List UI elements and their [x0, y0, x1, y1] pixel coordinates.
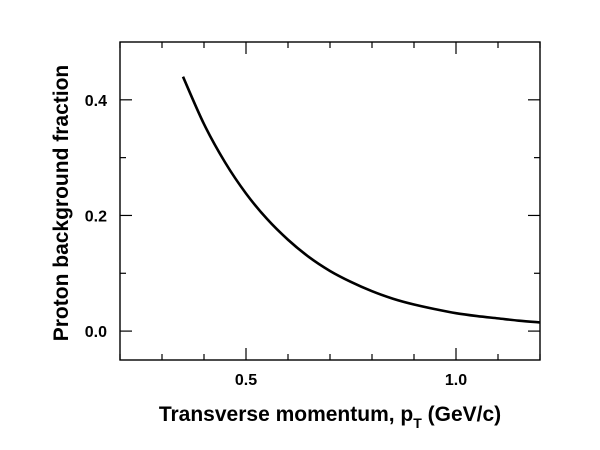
x-axis-title: Transverse momentum, pT (GeV/c) — [159, 403, 501, 431]
ticks — [119, 42, 541, 360]
y-axis-title: Proton background fraction — [50, 65, 73, 342]
tick-labels: 0.5 1.0 0.0 0.2 0.4 — [85, 93, 467, 389]
plot-frame — [119, 41, 541, 361]
x-tick-label: 0.5 — [235, 372, 257, 389]
x-tick-label: 1.0 — [445, 372, 467, 389]
x-axis-title-sub: T — [413, 415, 422, 431]
x-axis-title-unit: (GeV/c) — [422, 403, 501, 426]
y-tick-label: 0.0 — [85, 324, 107, 341]
series-line — [181, 76, 541, 324]
y-tick-label: 0.2 — [85, 208, 107, 225]
x-axis-title-main: Transverse momentum, p — [159, 403, 413, 426]
y-tick-label: 0.4 — [85, 93, 107, 110]
